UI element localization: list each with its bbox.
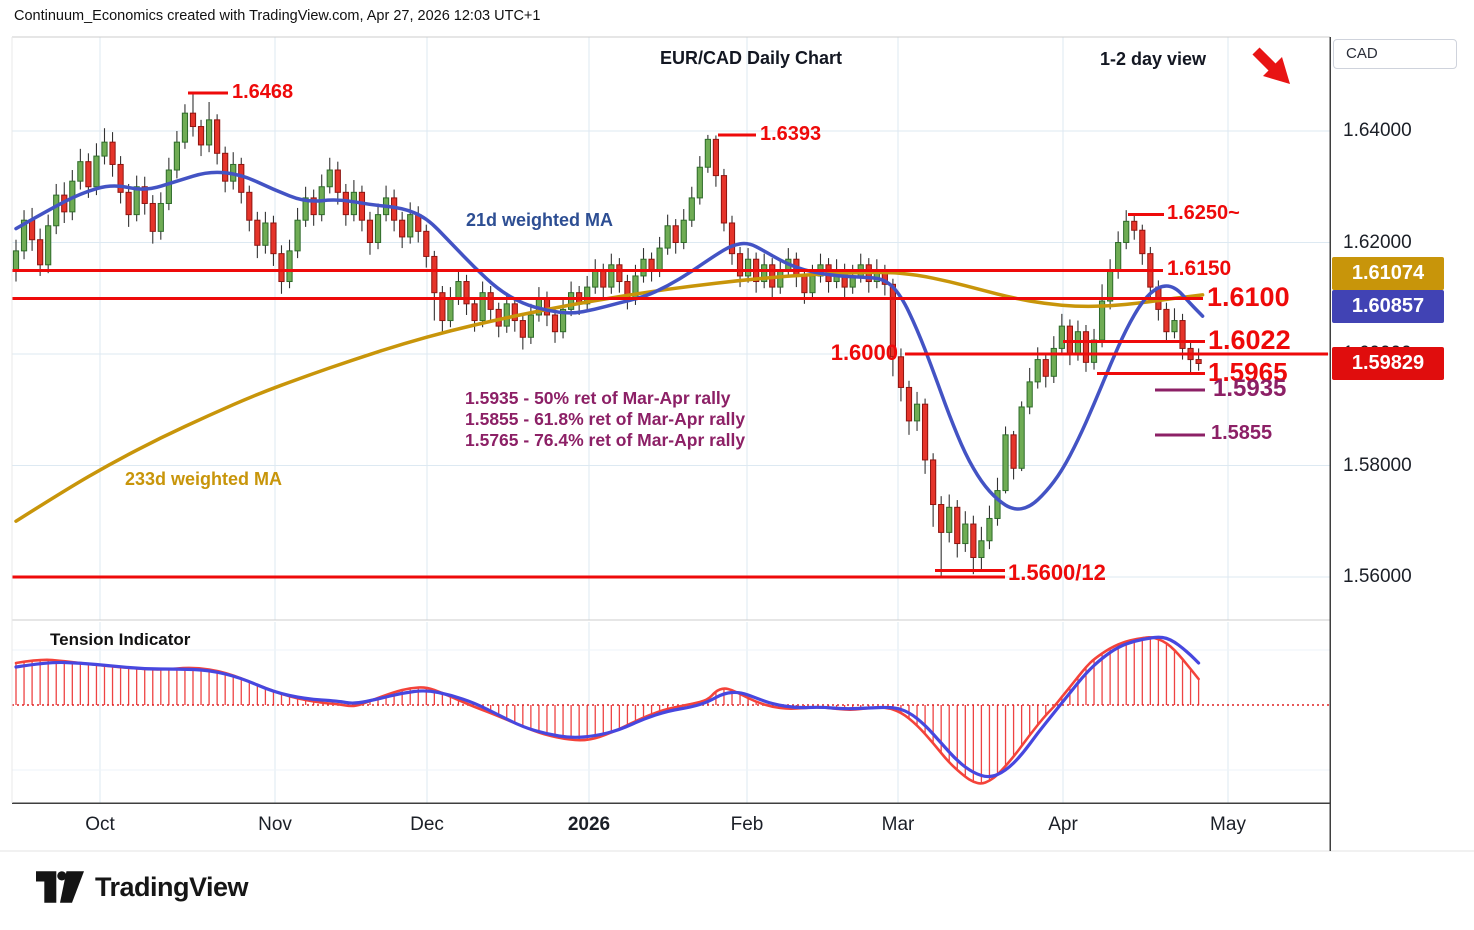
tradingview-snapshot: { "attribution": "Continuum_Economics cr… xyxy=(0,8,1474,903)
chart-canvas xyxy=(0,36,1474,852)
